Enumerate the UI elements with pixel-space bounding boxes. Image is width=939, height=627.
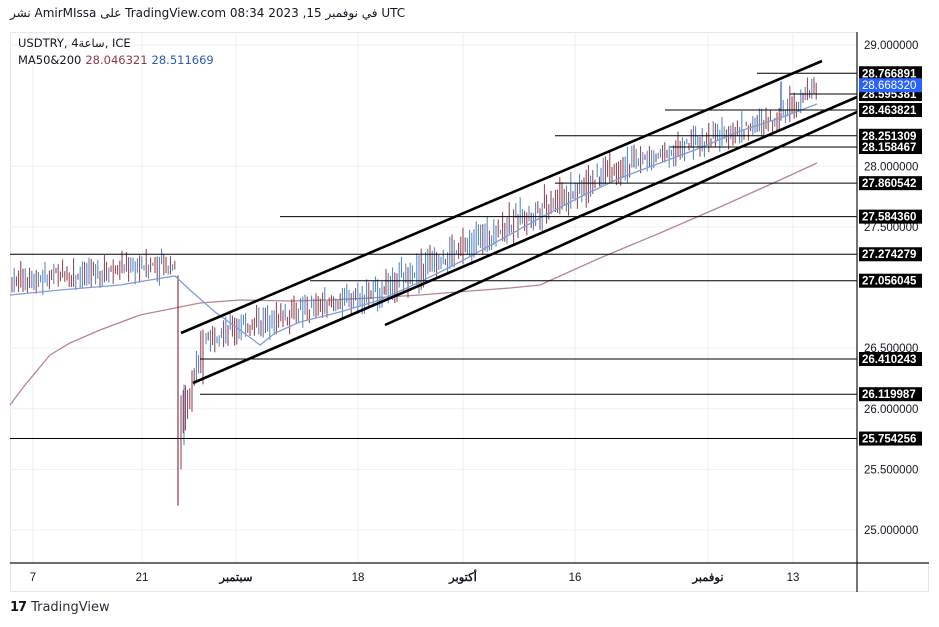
svg-text:نوفمبر: نوفمبر [691,572,723,585]
published-by-header: نشر AmirMIssa على TradingView.com 08:34 … [10,6,406,20]
svg-text:سبتمبر: سبتمبر [218,572,252,585]
level-price-label [859,176,922,191]
level-price-label [859,66,922,81]
svg-text:29.000000: 29.000000 [864,40,918,52]
brand-name: TradingView [31,600,110,615]
channel-upper [180,59,823,335]
svg-text:28.463821: 28.463821 [862,105,917,117]
level-price-label [859,103,922,118]
svg-text:27.860542: 27.860542 [862,178,916,190]
svg-text:26.119987: 26.119987 [862,389,916,401]
svg-text:28.158467: 28.158467 [862,142,916,154]
svg-text:26.410243: 26.410243 [862,354,916,366]
ma200-line [9,162,818,406]
svg-text:28.251309: 28.251309 [862,131,916,143]
ma200-value: 28.046321 [85,53,148,67]
grid [10,32,857,563]
ma-indicator-legend[interactable]: MA50&200 28.046321 28.511669 [18,52,214,69]
svg-text:18: 18 [352,572,365,584]
time-axis[interactable]: 7 21 سبتمبر 18 أكتوبر 16 نوفمبر 13 [30,569,800,585]
svg-text:16: 16 [569,572,582,584]
level-price-label [859,387,922,402]
svg-text:25.754256: 25.754256 [862,434,916,446]
svg-text:25.500000: 25.500000 [864,464,918,476]
level-price-label [859,352,922,367]
chart-legend: USDTRY, 4ساعة, ICE MA50&200 28.046321 28.5… [18,35,214,69]
footer-brand[interactable]: 17 TradingView [10,600,110,615]
svg-text:28.668320: 28.668320 [862,80,916,92]
svg-text:28.000000: 28.000000 [864,161,918,173]
svg-text:27.500000: 27.500000 [864,222,918,234]
svg-text:25.000000: 25.000000 [864,525,918,537]
level-price-label [859,431,922,446]
level-price-label [859,209,922,224]
level-price-label [859,140,922,155]
ma50-value: 28.511669 [151,53,214,67]
horizontal-levels[interactable] [10,72,857,440]
level-price-label [859,247,922,262]
price-axis[interactable]: 29.00000028.00000027.50000026.50000026.0… [859,40,922,537]
channel-lower [192,95,858,385]
svg-text:26.000000: 26.000000 [864,404,918,416]
channel-trendlines[interactable] [180,59,858,385]
candles [11,77,817,506]
svg-text:13: 13 [787,572,800,584]
svg-text:27.056045: 27.056045 [862,276,917,288]
svg-text:21: 21 [136,572,149,584]
svg-text:27.274279: 27.274279 [862,249,916,261]
symbol-info: USDTRY, 4ساعة, ICE [18,36,131,50]
svg-text:أكتوبر: أكتوبر [448,569,477,585]
ma-label: MA50&200 [18,53,82,67]
svg-text:7: 7 [30,572,36,584]
level-price-label [859,128,922,143]
last-price-label [859,78,922,93]
ma50-line [9,103,818,346]
level-price-label [859,273,922,288]
tradingview-logo-icon: 17 [10,600,27,615]
svg-text:28.766891: 28.766891 [862,68,917,80]
channel-lower-2 [384,110,858,327]
svg-text:27.584360: 27.584360 [862,212,916,224]
